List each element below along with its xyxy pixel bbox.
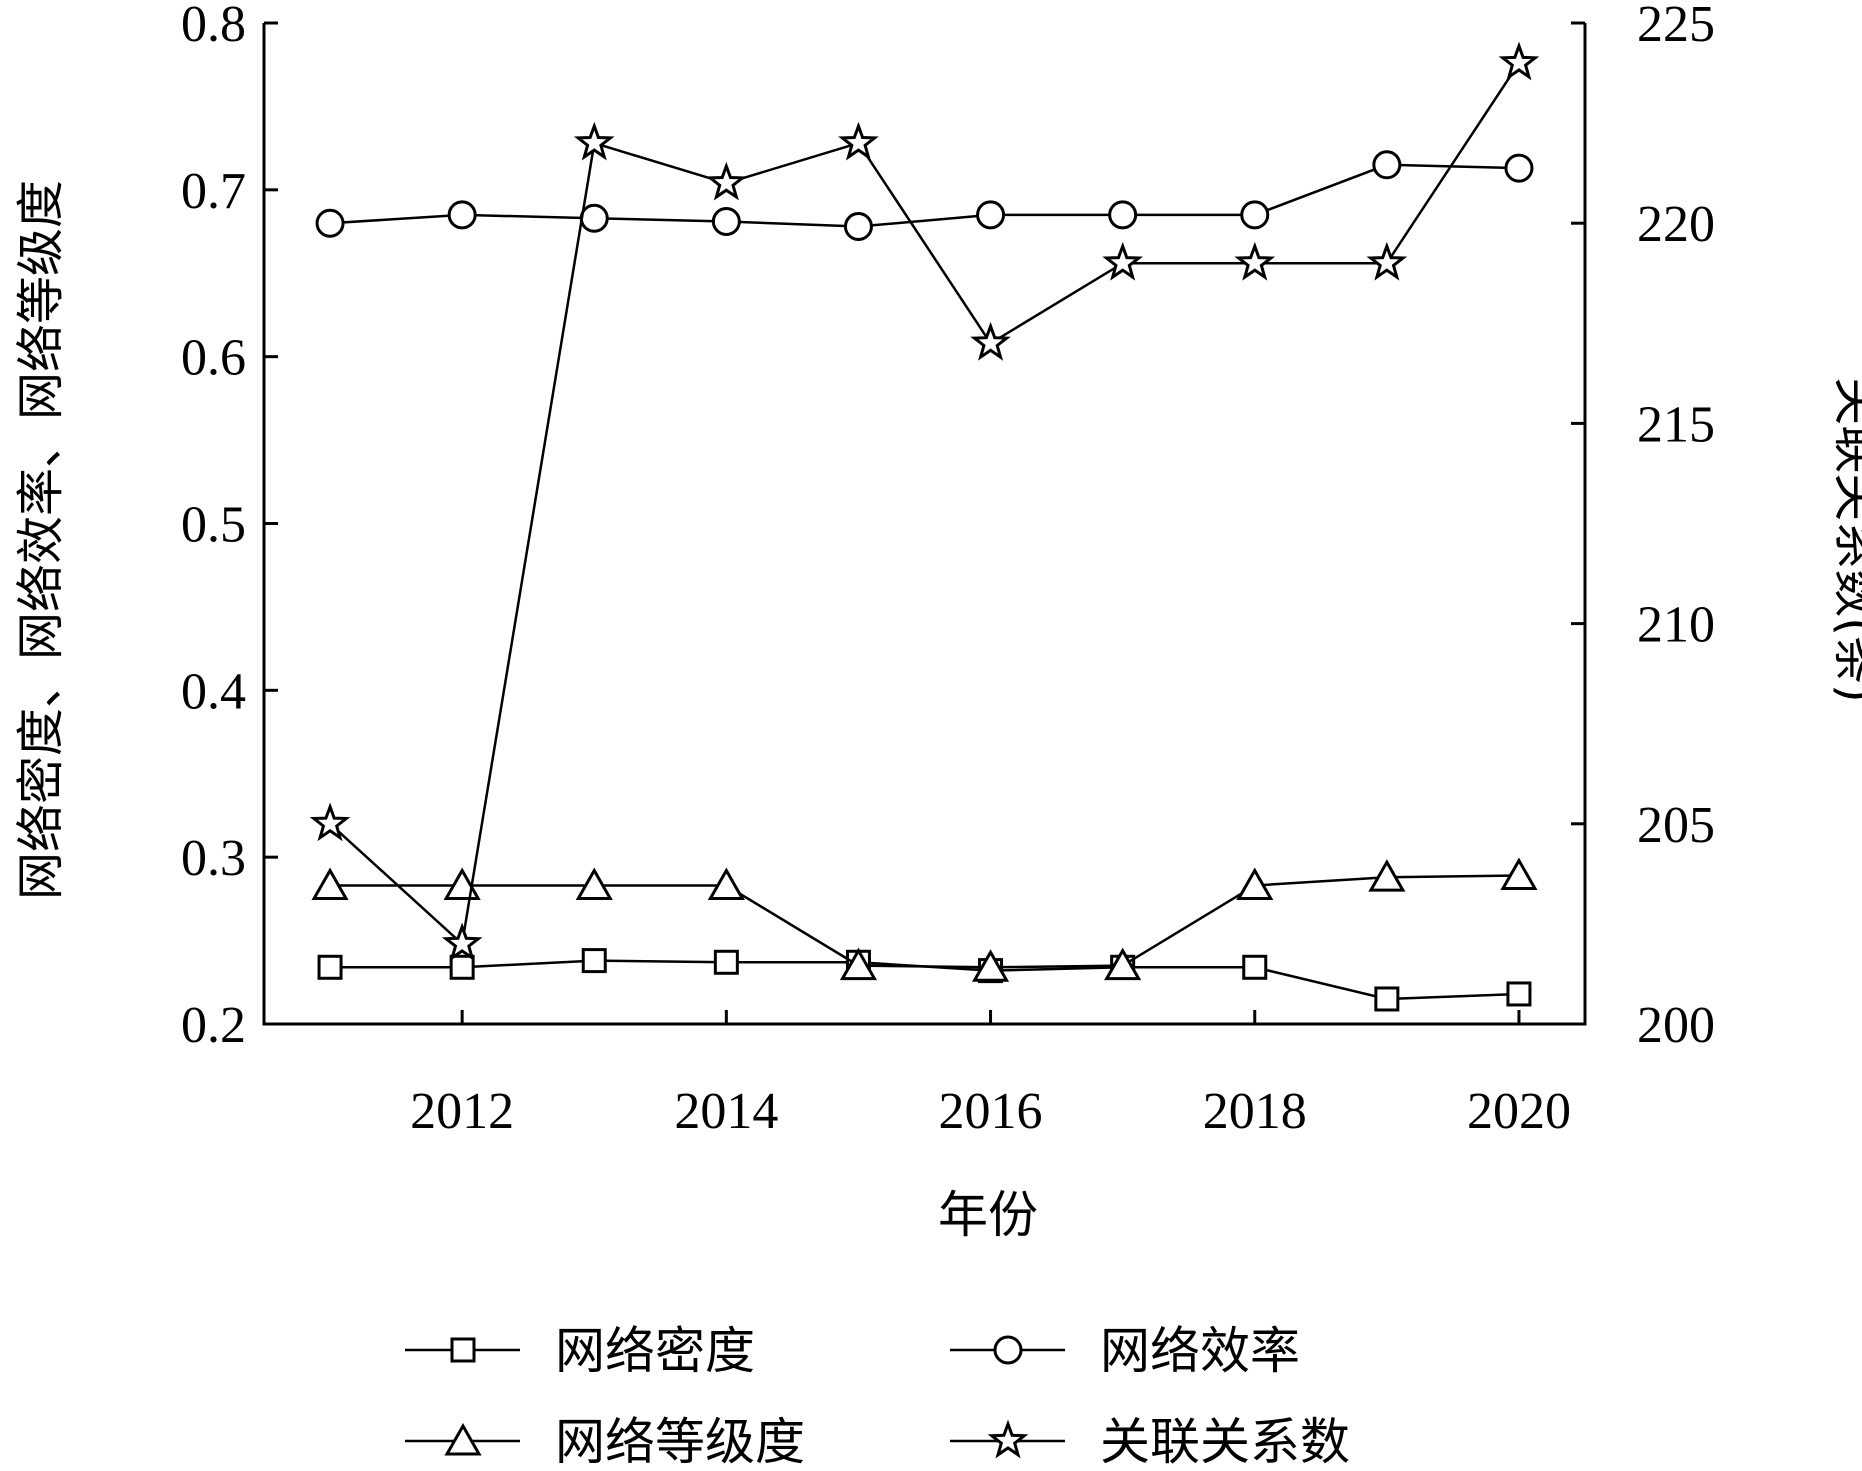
y-left-tick-label: 0.5: [181, 497, 246, 554]
data-point-star: [441, 922, 483, 962]
data-point-triangle: [575, 867, 613, 901]
data-point-star: [309, 802, 351, 842]
data-point-square: [1242, 954, 1268, 980]
x-tick-label: 2016: [939, 1083, 1043, 1140]
data-point-star: [706, 161, 747, 201]
y-left-tick-label: 0.3: [181, 830, 246, 887]
data-point-circle: [1108, 200, 1138, 230]
y-left-tick-label: 0.4: [181, 663, 246, 720]
data-point-square: [317, 954, 343, 980]
y-left-tick-label: 0.2: [181, 997, 246, 1054]
legend-marker-triangle: [444, 1422, 482, 1456]
legend-label: 网络密度: [555, 1322, 755, 1380]
data-point-square: [1506, 981, 1532, 1007]
data-point-star: [1102, 241, 1143, 281]
data-point-triangle: [707, 867, 745, 901]
y-right-tick-label: 210: [1637, 597, 1715, 654]
data-point-triangle: [1368, 859, 1406, 892]
data-point-star: [1366, 241, 1408, 281]
data-point-circle: [1240, 200, 1270, 230]
data-point-triangle: [971, 949, 1010, 982]
data-point-star: [838, 121, 879, 161]
data-point-circle: [843, 212, 873, 242]
series-square: [317, 948, 1532, 1012]
y-left-tick-label: 0.6: [181, 330, 246, 387]
series-star: [309, 41, 1540, 962]
y-right-tick-label: 205: [1637, 797, 1715, 854]
y-right-tick-label: 225: [1637, 0, 1715, 53]
data-point-circle: [579, 203, 609, 233]
series-line: [330, 874, 1520, 969]
legend-label: 网络等级度: [555, 1413, 805, 1471]
data-point-circle: [1372, 150, 1402, 180]
legend-entry: 网络等级度: [405, 1413, 805, 1471]
x-tick-label: 2020: [1467, 1083, 1571, 1140]
data-point-triangle: [839, 947, 878, 981]
legend-label: 关联关系数: [1100, 1413, 1350, 1471]
legend-marker-circle: [993, 1335, 1023, 1365]
data-point-square: [581, 948, 607, 974]
data-point-star: [1498, 41, 1540, 81]
data-point-circle: [711, 207, 741, 237]
x-tick-label: 2018: [1203, 1083, 1307, 1140]
x-axis-label: 年份: [938, 1186, 1038, 1244]
data-point-star: [1234, 241, 1276, 281]
legend-label: 网络效率: [1100, 1322, 1300, 1380]
y-right-tick-label: 220: [1637, 196, 1715, 253]
legend-marker-star: [987, 1419, 1029, 1459]
y-axis-label-right: 关联关系数(条): [1828, 377, 1862, 702]
axis-ticks: 0.2 0.3 0.4 0.5 0.6 0.7 0.8 200 205 210 215 220 225 2…: [181, 0, 1715, 1140]
y-axis-label-left: 网络密度、网络效率、网络等级度: [13, 180, 69, 900]
data-point-circle: [315, 208, 345, 238]
data-point-square: [713, 949, 739, 975]
x-tick-label: 2014: [674, 1083, 778, 1140]
legend-entry: 网络效率: [950, 1322, 1300, 1380]
data-point-circle: [447, 200, 477, 230]
data-point-triangle: [1104, 947, 1142, 981]
data-point-triangle: [1500, 857, 1538, 891]
data-point-star: [573, 121, 615, 161]
data-point-triangle: [311, 867, 349, 901]
series-line: [330, 163, 1520, 228]
legend-entry: 关联关系数: [950, 1413, 1350, 1471]
legend-entry: 网络密度: [405, 1322, 755, 1380]
data-point-circle: [976, 200, 1006, 230]
data-point-star: [970, 321, 1011, 361]
x-tick-label: 2012: [410, 1083, 514, 1140]
series-layer: [309, 41, 1540, 1012]
y-right-tick-label: 215: [1637, 396, 1715, 453]
series-triangle: [311, 857, 1538, 982]
data-point-triangle: [1236, 867, 1274, 901]
series-circle: [315, 150, 1534, 242]
data-point-circle: [1504, 153, 1534, 183]
data-point-square: [1374, 986, 1400, 1012]
legend-marker-square: [450, 1337, 476, 1363]
y-left-tick-label: 0.8: [181, 0, 246, 53]
y-left-tick-label: 0.7: [181, 163, 246, 220]
series-line: [329, 62, 1521, 947]
y-right-tick-label: 200: [1637, 997, 1715, 1054]
data-point-square: [449, 954, 475, 980]
